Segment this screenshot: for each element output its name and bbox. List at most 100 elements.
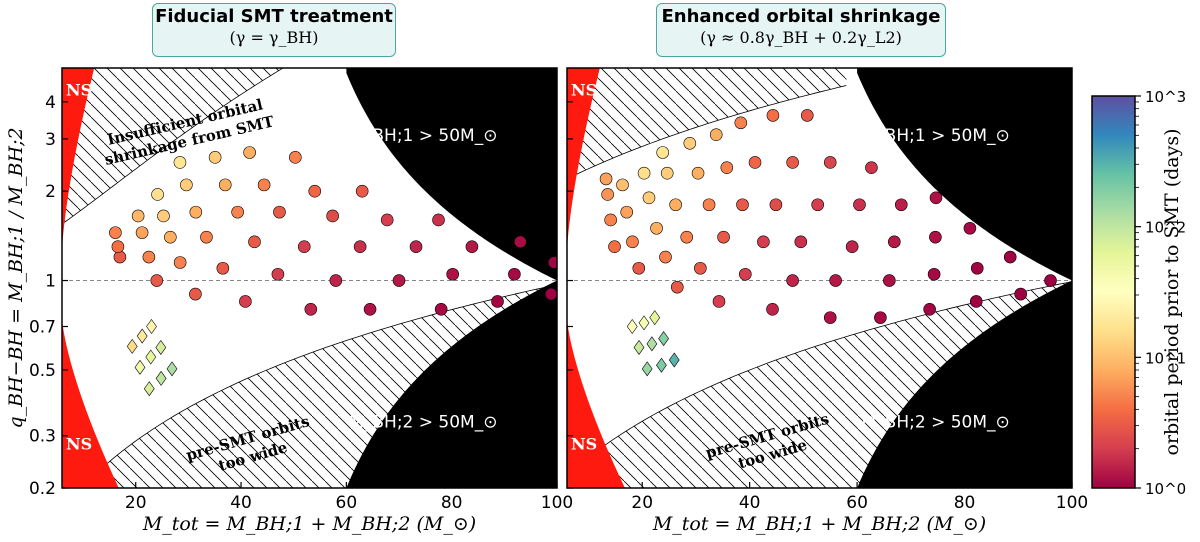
data-point — [874, 311, 887, 324]
x-tick-label: 60 — [336, 493, 358, 513]
colorbar-tick-label: 10^1 — [1145, 349, 1186, 367]
data-point — [865, 161, 878, 174]
data-point — [304, 302, 318, 316]
x-tick-label: 80 — [441, 493, 463, 513]
data-point — [669, 198, 682, 212]
lower-black-label: M_BH;2 > 50M_⊙ — [349, 412, 497, 432]
data-point — [632, 261, 646, 275]
left-panel-subtitle: (γ = γ_BH) — [229, 28, 319, 47]
data-point — [308, 184, 322, 198]
diamond-point — [134, 359, 146, 375]
diamond-point — [136, 328, 148, 344]
data-point — [491, 295, 504, 308]
ns-region-upper — [567, 68, 600, 252]
data-point — [769, 198, 783, 212]
data-point — [712, 295, 726, 308]
data-point — [329, 274, 343, 287]
plot-area — [62, 68, 557, 488]
data-point — [923, 302, 936, 316]
diamond-point — [626, 318, 638, 335]
axes: q_BH−BH = M_BH;1 / M_BH;2 — [5, 127, 27, 428]
diamond-point — [641, 361, 653, 377]
y-axis-label: q_BH−BH = M_BH;1 / M_BH;2 — [5, 127, 27, 428]
data-point — [271, 267, 285, 281]
x-tick-label: 100 — [541, 493, 573, 513]
data-point — [432, 213, 445, 227]
data-point — [717, 230, 730, 244]
y-tick-label: 2 — [45, 182, 56, 202]
data-point — [680, 230, 694, 244]
upper-hatched-region — [567, 68, 847, 179]
data-point — [113, 250, 127, 264]
data-point — [659, 250, 672, 264]
y-tick-label: 0.3 — [29, 427, 56, 447]
data-point — [135, 226, 149, 239]
data-point — [409, 240, 423, 254]
data-point — [1014, 287, 1027, 301]
data-point — [297, 240, 311, 254]
data-point — [465, 240, 479, 254]
diamond-point — [143, 381, 155, 397]
data-point — [970, 261, 984, 275]
upper-hatch-boundary — [62, 68, 284, 225]
plot-frame — [566, 67, 1073, 489]
data-point — [243, 146, 256, 159]
data-point — [734, 116, 748, 130]
data-point — [616, 178, 629, 192]
data-point — [823, 156, 837, 169]
left-title-box: Fiducial SMT treatment (γ = γ_BH) — [152, 3, 396, 57]
y-tick-label: 3 — [45, 130, 56, 150]
diamond-point — [656, 357, 667, 373]
data-point — [173, 156, 187, 169]
data-point — [766, 302, 779, 316]
data-point — [257, 178, 271, 192]
data-point — [694, 261, 707, 275]
data-point — [929, 191, 943, 205]
diamond-point — [633, 339, 645, 355]
y-tick-label: 4 — [45, 93, 56, 113]
data-point — [845, 240, 859, 254]
data-point — [927, 267, 941, 281]
data-point — [963, 221, 977, 235]
right-panel-title: Enhanced orbital shrinkage — [661, 6, 941, 27]
colorbar-label: orbital period prior to SMT (days) — [1161, 128, 1183, 455]
data-point — [608, 240, 621, 254]
x-axis-label: M_tot = M_BH;1 + M_BH;2 (M_⊙) — [652, 513, 986, 535]
data-point — [157, 209, 170, 223]
data-point — [929, 230, 942, 244]
data-point — [800, 109, 814, 122]
data-point — [508, 267, 521, 281]
data-point — [326, 209, 339, 223]
data-point — [786, 274, 799, 287]
diamond-point — [668, 352, 680, 368]
diamond-point — [649, 310, 661, 326]
data-point — [656, 146, 670, 159]
data-point — [637, 166, 651, 180]
ns-label-lower: NS — [66, 434, 92, 453]
data-point — [599, 172, 613, 186]
ns-region-upper — [62, 68, 95, 252]
diamond-point — [155, 339, 167, 355]
lower-hatched-region — [93, 284, 557, 488]
scatter-points — [599, 109, 1057, 377]
ns-label-upper: NS — [571, 81, 597, 100]
data-point — [601, 188, 614, 201]
ns-label-upper: NS — [66, 81, 92, 100]
x-axis-label: M_tot = M_BH;1 + M_BH;2 (M_⊙) — [142, 513, 476, 535]
data-point — [355, 184, 369, 198]
data-point — [823, 311, 837, 324]
x-tick-label: 100 — [1056, 493, 1088, 513]
upper-black-label: M_BH;1 > 50M_⊙ — [862, 126, 1010, 146]
data-point — [720, 161, 734, 174]
data-point — [660, 166, 674, 180]
data-point — [1044, 274, 1057, 287]
diamond-point — [658, 331, 669, 347]
data-point — [883, 274, 896, 287]
data-point — [604, 213, 617, 227]
data-point — [853, 198, 866, 212]
data-point — [736, 198, 749, 212]
data-point — [514, 235, 527, 249]
diamond-point — [145, 349, 157, 365]
